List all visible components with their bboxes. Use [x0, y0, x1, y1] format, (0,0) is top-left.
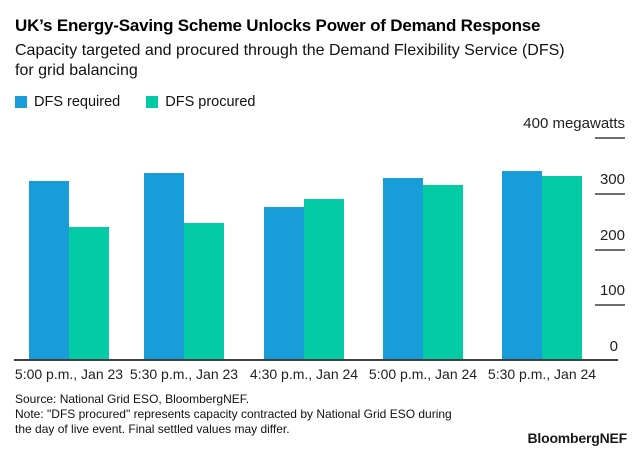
- teal-square-icon: [146, 96, 159, 108]
- legend: DFS required DFS procured: [15, 94, 256, 110]
- y-tick-line-100: [595, 304, 625, 307]
- y-tick-label-100: 100: [599, 282, 625, 300]
- bloombergnef-logo: BloombergNEF: [527, 430, 628, 446]
- bar-dfs-procured-3: [423, 185, 463, 360]
- x-axis-label-0: 5:00 p.m., Jan 23: [14, 366, 124, 382]
- y-tick-label-200: 200: [599, 226, 625, 244]
- source-note: Source: National Grid ESO, BloombergNEF.: [15, 392, 250, 406]
- footer: Source: National Grid ESO, BloombergNEF.…: [15, 392, 452, 437]
- y-tick-label-0: 0: [609, 338, 618, 355]
- legend-item-dfs-procured: DFS procured: [146, 94, 256, 110]
- y-tick-label-300: 300: [599, 170, 625, 188]
- chart-subtitle-line-2: for grid balancing: [15, 62, 138, 79]
- bar-dfs-procured-4: [542, 176, 582, 360]
- bar-dfs-required-1: [144, 173, 184, 360]
- x-axis-baseline: [14, 359, 618, 361]
- chart-subtitle-line-1: Capacity targeted and procured through t…: [15, 42, 565, 59]
- blue-square-icon: [15, 96, 27, 108]
- y-tick-line-400: [595, 137, 625, 139]
- x-axis-label-4: 5:30 p.m., Jan 24: [487, 366, 597, 382]
- bar-dfs-required-2: [264, 207, 304, 360]
- bar-dfs-procured-1: [184, 223, 224, 360]
- x-axis-label-1: 5:30 p.m., Jan 23: [129, 366, 239, 382]
- bar-dfs-required-4: [502, 171, 542, 360]
- footnote-line-2: the day of live event. Final settled val…: [15, 422, 290, 436]
- y-tick-label-400: 400 megawatts: [523, 115, 625, 132]
- chart-title: UK’s Energy-Saving Scheme Unlocks Power …: [15, 16, 541, 35]
- bar-dfs-procured-2: [304, 199, 344, 360]
- bar-dfs-required-0: [29, 181, 69, 360]
- x-axis-label-3: 5:00 p.m., Jan 24: [368, 366, 478, 382]
- legend-label-dfs-procured: DFS procured: [165, 94, 256, 110]
- chart-subtitle: Capacity targeted and procured through t…: [15, 41, 565, 81]
- x-axis-label-2: 4:30 p.m., Jan 24: [249, 366, 359, 382]
- y-tick-line-300: [595, 192, 625, 195]
- legend-label-dfs-required: DFS required: [34, 94, 121, 110]
- y-tick-line-200: [595, 248, 625, 251]
- footnote-line-1: Note: "DFS procured" represents capacity…: [15, 407, 452, 421]
- bar-dfs-required-3: [383, 178, 423, 360]
- legend-item-dfs-required: DFS required: [15, 94, 120, 110]
- bar-dfs-procured-0: [69, 227, 109, 360]
